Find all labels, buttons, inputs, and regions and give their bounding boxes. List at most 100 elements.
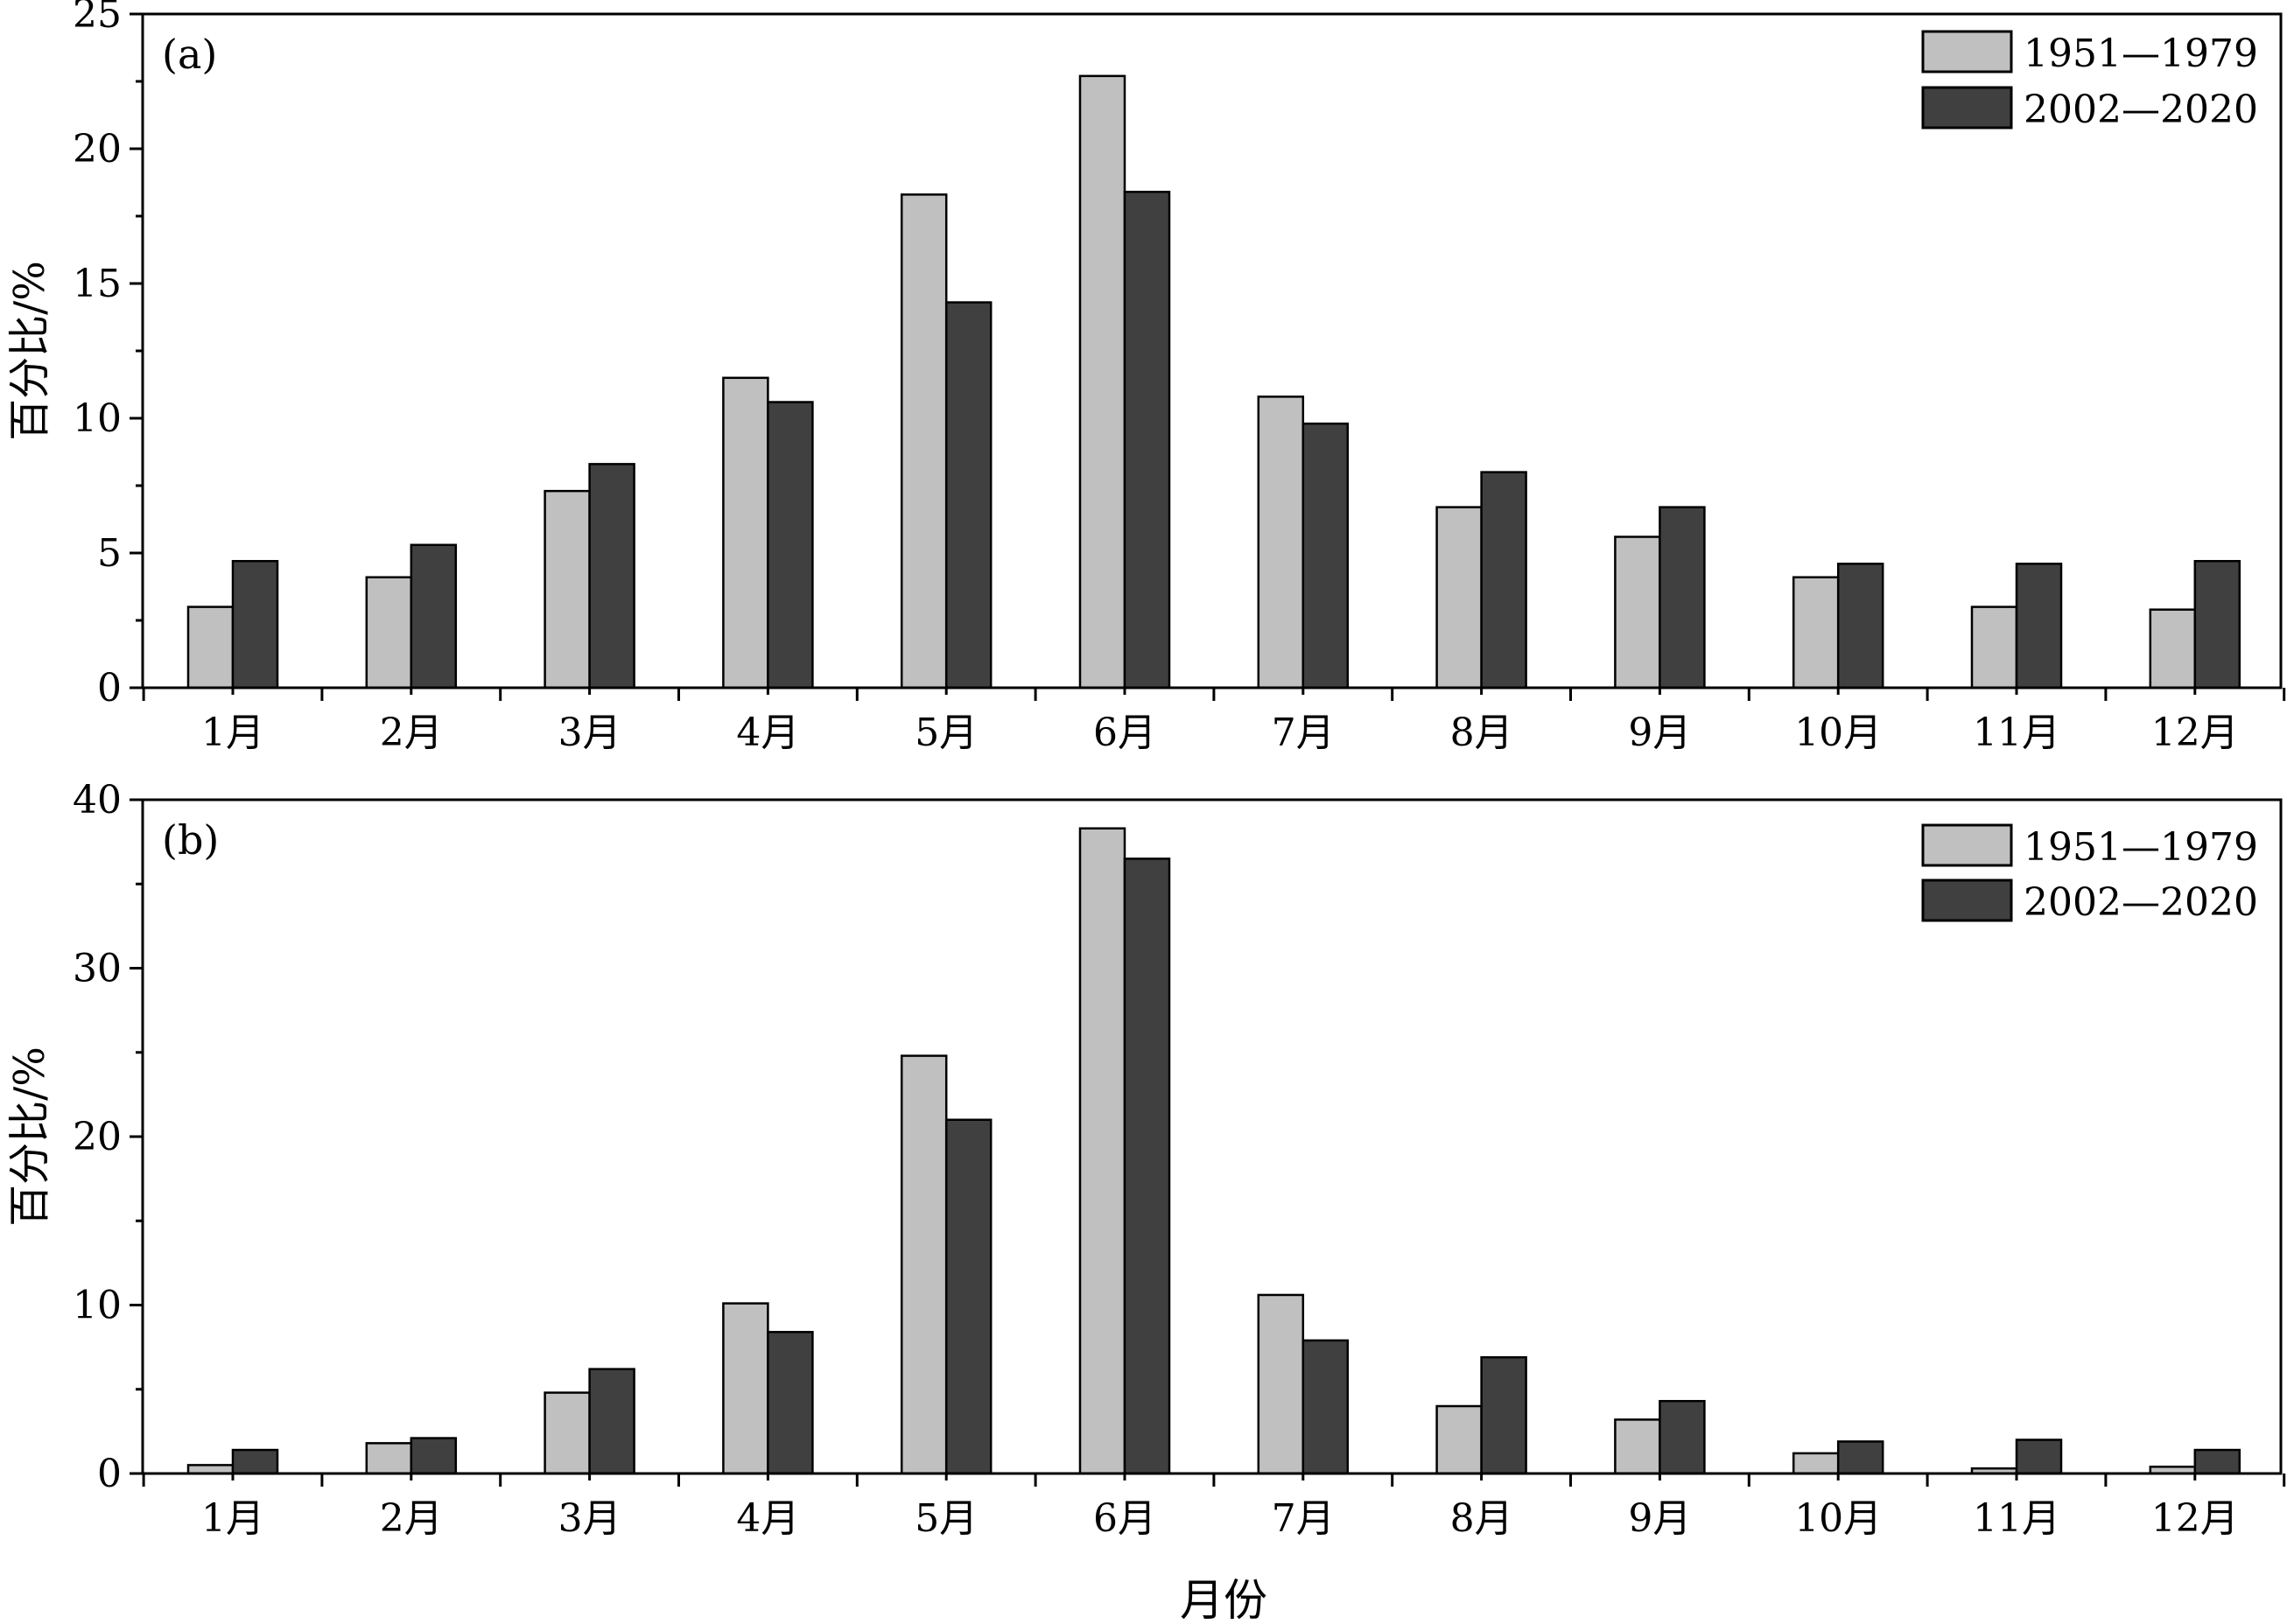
panel-a-xtick-label: 11月 xyxy=(1973,710,2060,755)
panel-b-bar-1951-1979-m7 xyxy=(1257,1293,1305,1475)
panel-a-bar-1951-1979-m7 xyxy=(1257,396,1305,690)
panel-a-ytick-label: 25 xyxy=(73,0,122,37)
panel-a-bar-2002-2020-m11 xyxy=(2015,563,2063,690)
panel-b-bar-2002-2020-m1 xyxy=(231,1448,279,1475)
panel-a-bar-1951-1979-m9 xyxy=(1614,536,1661,690)
panel-b-xtick-label: 12月 xyxy=(2151,1496,2239,1541)
panel-b-bar-1951-1979-m2 xyxy=(365,1442,413,1475)
panel-b-xtick-label: 11月 xyxy=(1973,1496,2060,1541)
panel-a-bar-2002-2020-m3 xyxy=(588,463,635,690)
panel-a-xtick-label: 1月 xyxy=(201,710,264,755)
panel-b-legend-swatch-2002-2020 xyxy=(1921,878,2013,922)
panel-b-xtick-label: 7月 xyxy=(1272,1496,1335,1541)
panel-b-bar-2002-2020-m5 xyxy=(944,1118,993,1475)
panel-b-bar-1951-1979-m3 xyxy=(544,1391,591,1475)
panel-a-ytick-label: 0 xyxy=(97,666,122,710)
panel-b-ytick-label: 40 xyxy=(73,778,122,822)
panel-a-bar-1951-1979-m5 xyxy=(900,193,948,690)
panel-a-tick-labels: 1月 2月 3月 4月 5月 6月 7月 8月 9月 10月 11月 12月 0 5 10 15 20 25 xyxy=(73,0,2239,755)
panel-a-chart: 1月 2月 3月 4月 5月 6月 7月 8月 9月 10月 11月 12月 0 5 10 15 20 25 (a… xyxy=(5,0,2286,755)
panel-a-bar-2002-2020-m1 xyxy=(231,559,279,690)
panel-b-xtick-label: 8月 xyxy=(1450,1496,1513,1541)
panel-a-xtick-label: 3月 xyxy=(558,710,621,755)
panel-a-bar-2002-2020-m9 xyxy=(1659,506,1706,690)
panel-b-ylabel: 百分比/% xyxy=(5,1046,54,1227)
panel-a-bar-1951-1979-m6 xyxy=(1078,74,1126,690)
panel-a-xtick-label: 12月 xyxy=(2151,710,2239,755)
panel-a-ylabel: 百分比/% xyxy=(5,261,54,441)
panel-a-bar-1951-1979-m4 xyxy=(722,376,769,690)
panel-a-ytick-label: 20 xyxy=(73,127,122,172)
panel-a-bar-1951-1979-m10 xyxy=(1792,576,1840,690)
panel-a-legend-label-2002-2020: 2002—2020 xyxy=(2024,88,2258,132)
panel-b-ytick-label: 0 xyxy=(97,1452,122,1496)
panel-b-bar-2002-2020-m4 xyxy=(767,1331,814,1475)
panel-a-xtick-label: 5月 xyxy=(915,710,978,755)
panel-a-bar-1951-1979-m11 xyxy=(1970,606,2018,690)
panel-a-xtick-label: 4月 xyxy=(736,710,799,755)
panel-b-bar-1951-1979-m8 xyxy=(1435,1404,1483,1475)
panel-b-bar-2002-2020-m12 xyxy=(2193,1448,2241,1475)
panel-b-bar-1951-1979-m9 xyxy=(1614,1418,1661,1475)
panel-b-xtick-label: 5月 xyxy=(915,1496,978,1541)
panel-a-legend-label-1951-1979: 1951—1979 xyxy=(2024,32,2258,76)
panel-a-xtick-label: 7月 xyxy=(1272,710,1335,755)
panel-a-bar-1951-1979-m12 xyxy=(2149,608,2197,690)
panel-b-bar-1951-1979-m4 xyxy=(722,1302,769,1475)
panel-b-xtick-label: 1月 xyxy=(201,1496,264,1541)
panel-b-label: (b) xyxy=(162,816,219,864)
panel-a-ticks xyxy=(130,12,2286,701)
panel-b-xtick-label: 6月 xyxy=(1093,1496,1156,1541)
panel-b-xtick-label: 3月 xyxy=(558,1496,621,1541)
panel-b-ytick-label: 30 xyxy=(73,947,122,991)
panel-b-legend-label-2002-2020: 2002—2020 xyxy=(2024,880,2258,925)
panel-b-bar-2002-2020-m3 xyxy=(588,1368,635,1475)
panel-b-legend-swatch-1951-1979 xyxy=(1921,823,2013,867)
panel-a-ytick-label: 10 xyxy=(73,396,122,441)
panel-a-ytick-label: 5 xyxy=(97,531,122,576)
panel-b-bar-2002-2020-m10 xyxy=(1836,1440,1884,1475)
panel-b-bar-2002-2020-m11 xyxy=(2015,1438,2063,1475)
panel-a-legend-swatch-1951-1979 xyxy=(1921,30,2013,74)
panel-a-bar-2002-2020-m7 xyxy=(1301,422,1350,690)
panel-b-legend-label-1951-1979: 1951—1979 xyxy=(2024,825,2258,870)
panel-b-ytick-label: 20 xyxy=(73,1115,122,1159)
panel-b-ticks xyxy=(130,798,2286,1487)
panel-a-bar-2002-2020-m12 xyxy=(2193,559,2241,690)
panel-b-ytick-label: 10 xyxy=(73,1284,122,1328)
panel-b-bar-1951-1979-m5 xyxy=(900,1054,948,1475)
panel-a-xtick-label: 8月 xyxy=(1450,710,1513,755)
panel-b-bars xyxy=(186,827,2241,1475)
panel-a-bar-2002-2020-m6 xyxy=(1123,191,1171,690)
panel-a-xtick-label: 6月 xyxy=(1093,710,1156,755)
panel-b-bar-2002-2020-m8 xyxy=(1480,1355,1527,1475)
panel-a-xtick-label: 2月 xyxy=(380,710,443,755)
panel-b-tick-labels: 1月 2月 3月 4月 5月 6月 7月 8月 9月 10月 11月 12月 0 10 20 30 40 xyxy=(73,778,2239,1541)
panel-a-label: (a) xyxy=(162,31,217,78)
panel-a-bar-2002-2020-m2 xyxy=(410,543,458,690)
panel-a-bar-1951-1979-m1 xyxy=(186,606,235,690)
panel-b-xtick-label: 10月 xyxy=(1794,1496,1882,1541)
panel-a-bar-1951-1979-m3 xyxy=(544,489,591,690)
panel-b-bar-1951-1979-m10 xyxy=(1792,1452,1840,1475)
panel-b-bar-2002-2020-m7 xyxy=(1301,1339,1350,1475)
panel-b-chart: 1月 2月 3月 4月 5月 6月 7月 8月 9月 10月 11月 12月 0 10 20 30 40 (b)… xyxy=(5,778,2286,1541)
panel-b-legend: 1951—1979 2002—2020 xyxy=(1921,823,2258,925)
panel-a-bars xyxy=(186,74,2241,690)
panel-a-bar-2002-2020-m8 xyxy=(1480,471,1527,690)
panel-b-xtick-label: 9月 xyxy=(1628,1496,1691,1541)
x-axis-title: 月份 xyxy=(1180,1575,1267,1624)
panel-a-legend-swatch-2002-2020 xyxy=(1921,86,2013,130)
panel-a-ytick-label: 15 xyxy=(73,262,122,306)
panel-a-bar-1951-1979-m8 xyxy=(1435,506,1483,690)
panel-b-bar-1951-1979-m6 xyxy=(1078,827,1126,1475)
panel-b-bar-2002-2020-m9 xyxy=(1659,1399,1706,1475)
panel-b-bar-2002-2020-m6 xyxy=(1123,858,1171,1475)
panel-b-xtick-label: 4月 xyxy=(736,1496,799,1541)
panel-a-legend: 1951—1979 2002—2020 xyxy=(1921,30,2258,132)
panel-a-bar-2002-2020-m4 xyxy=(767,401,814,690)
panel-b-xtick-label: 2月 xyxy=(380,1496,443,1541)
panel-a-bar-2002-2020-m10 xyxy=(1836,563,1884,690)
panel-a-xtick-label: 9月 xyxy=(1628,710,1691,755)
